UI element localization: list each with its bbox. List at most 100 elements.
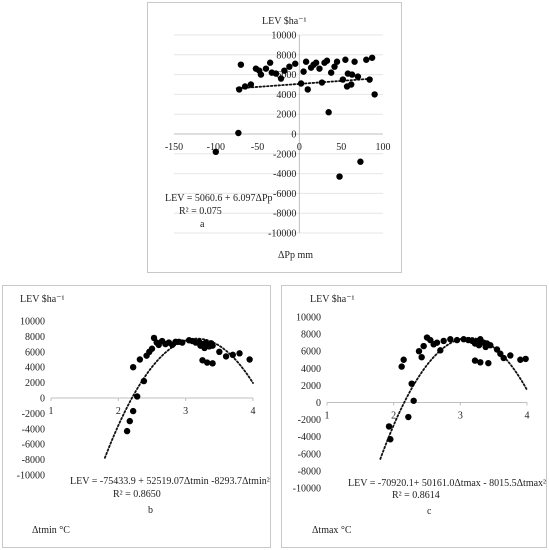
- panel-c-axes: [326, 402, 528, 406]
- panel-a-r2: R² = 0.075: [179, 206, 222, 217]
- panel-b-data-point: [140, 377, 148, 385]
- panel-c-y-tick-label: -10000: [293, 484, 321, 495]
- panel-b-xlabel: Δtmin °C: [32, 525, 70, 536]
- panel-b-equation: LEV = -75433.9 + 52519.07Δtmin -8293.7Δt…: [70, 476, 270, 487]
- panel-c-x-tick-label: 4: [525, 411, 530, 422]
- panel-b-data-point: [136, 356, 144, 363]
- panel-c-data-point: [415, 348, 423, 355]
- panel-a-data-point: [318, 79, 326, 86]
- panel-a-x-tick-label: -50: [251, 142, 264, 153]
- panel-b-data-point: [229, 351, 236, 359]
- panel-c-xlabel: Δtmax °C: [312, 525, 352, 536]
- panel-b-data-point: [216, 348, 223, 355]
- panel-c-y-tick-label: 8000: [301, 330, 321, 341]
- panel-a-x-tick-label: -150: [165, 142, 183, 153]
- panel-b: LEV $ha⁻¹ -10000 -8000 -6000 -4000 -2000 0 200…: [17, 294, 270, 536]
- panel-a-data-point: [312, 59, 320, 66]
- panel-a-trendline: [235, 77, 374, 90]
- panel-c-data-point: [437, 347, 444, 354]
- panel-b-points: [123, 334, 253, 435]
- panel-c-data-point: [398, 363, 405, 370]
- panel-c-data-point: [517, 356, 524, 363]
- panel-a: LEV $ha⁻¹ -10000-8000-6000-4000-20000200…: [165, 16, 391, 261]
- panel-a-data-point: [348, 71, 356, 78]
- panel-b-y-tick-label: -4000: [22, 424, 45, 435]
- panel-c-data-point: [485, 359, 492, 367]
- panel-a-data-point: [292, 60, 299, 67]
- panel-a-data-point: [351, 58, 358, 65]
- panel-b-data-point: [209, 360, 216, 367]
- panel-c-y-tick-labels: -10000 -8000 -6000 -4000 -2000 0 2000 4000 6000 8…: [293, 313, 321, 495]
- panel-c-data-point: [453, 336, 461, 344]
- panel-c-frame: [281, 285, 547, 548]
- panel-a-axes: [174, 35, 383, 233]
- panel-a-data-point: [316, 65, 323, 72]
- panel-a-data-point: [247, 81, 255, 88]
- panel-c-y-tick-label: -2000: [298, 415, 321, 426]
- panel-c-y-tick-label: 6000: [301, 347, 321, 358]
- panel-a-letter: a: [200, 219, 205, 230]
- panel-a-data-point: [368, 54, 376, 61]
- panel-c-data-point: [522, 355, 529, 363]
- panel-b-y-tick-label: 0: [40, 394, 45, 405]
- panel-c-data-point: [471, 357, 479, 364]
- panel-b-y-tick-label: -8000: [22, 455, 45, 466]
- panel-a-y-tick-label: -8000: [273, 209, 296, 220]
- panel-c-y-tick-label: -4000: [298, 432, 321, 443]
- panel-b-x-tick-labels: 1 2 3 4: [49, 406, 256, 417]
- panel-c-y-tick-label: 2000: [301, 381, 321, 392]
- panel-a-x-tick-labels: -150 -100 -50 0 50 100: [165, 142, 391, 153]
- panel-c-x-tick-label: 3: [458, 411, 463, 422]
- panel-a-data-point: [336, 173, 343, 180]
- panel-b-x-tick-label: 1: [49, 406, 54, 417]
- panel-a-data-point: [371, 91, 378, 98]
- panel-a-data-point: [236, 86, 243, 93]
- panel-c-data-point: [408, 380, 415, 387]
- panel-c-data-point: [418, 353, 425, 361]
- panel-a-data-point: [302, 58, 310, 65]
- panel-b-data-point: [123, 427, 131, 435]
- panel-a-data-point: [281, 67, 288, 74]
- panel-c-data-point: [487, 342, 494, 349]
- panel-a-data-point: [272, 70, 280, 77]
- panel-c-equation: LEV = -70920.1+ 50161.0Δtmax - 8015.5Δtm…: [348, 478, 546, 489]
- panel-a-frame: [147, 2, 402, 273]
- panel-a-y-tick-label: 8000: [276, 50, 296, 61]
- panel-c-data-point: [387, 436, 394, 443]
- panel-a-data-point: [297, 80, 305, 87]
- panel-a-data-point: [327, 69, 335, 76]
- panel-b-data-point: [222, 353, 230, 360]
- panel-c-ylabel: LEV $ha⁻¹: [310, 294, 354, 305]
- panel-b-y-tick-label: 10000: [20, 317, 45, 328]
- panel-c-data-point: [410, 397, 417, 404]
- panel-b-r2: R² = 0.8650: [113, 489, 161, 500]
- panel-a-y-tick-label: -2000: [273, 149, 296, 160]
- panel-a-y-tick-label: -10000: [268, 229, 296, 240]
- panel-b-y-tick-label: 4000: [25, 363, 45, 374]
- panel-a-x-tick-label: 0: [297, 142, 302, 153]
- panel-c-data-point: [477, 359, 484, 366]
- panel-b-frame: [2, 285, 271, 548]
- panel-a-data-point: [331, 63, 338, 70]
- panel-a-y-tick-labels: -10000 -8000 -6000 -4000 -2000 0 2000 4000 6000 8…: [268, 31, 296, 240]
- panel-c-data-point: [475, 342, 483, 349]
- panel-a-data-point: [257, 71, 265, 78]
- panel-b-data-point: [150, 334, 158, 342]
- panel-b-x-tick-label: 4: [251, 406, 256, 417]
- panel-a-data-point: [339, 76, 347, 83]
- panel-b-data-point: [204, 359, 211, 366]
- panel-a-data-point: [366, 76, 373, 83]
- panel-c-y-tick-label: -6000: [298, 449, 321, 460]
- panel-a-data-point: [237, 61, 245, 68]
- panel-a-data-point: [342, 56, 349, 63]
- panel-c-r2: R² = 0.8614: [392, 490, 440, 501]
- panel-a-data-point: [348, 81, 355, 88]
- panel-a-y-tick-label: 10000: [271, 31, 296, 42]
- panel-a-trend-curve: [235, 77, 374, 90]
- panel-b-letter: b: [148, 505, 153, 516]
- panel-b-data-point: [236, 350, 243, 357]
- panel-a-data-point: [262, 65, 270, 72]
- panel-b-data-point: [129, 364, 137, 371]
- panel-c-data-point: [405, 413, 412, 421]
